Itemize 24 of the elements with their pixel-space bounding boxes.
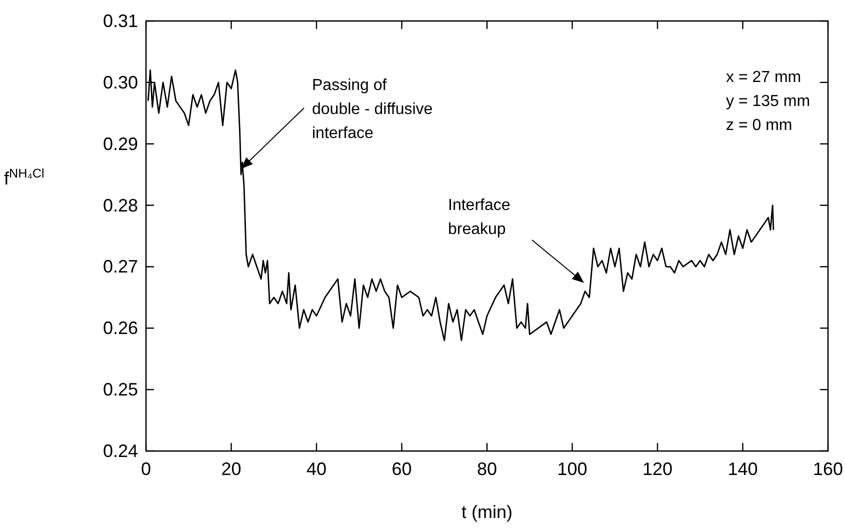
- annotation: x = 27 mm: [726, 69, 802, 86]
- x-tick-label: 80: [476, 459, 498, 479]
- y-tick-label: 0.25: [102, 380, 138, 400]
- annotation: Interface breakup: [448, 197, 510, 238]
- annotation: y = 135 mm: [726, 93, 810, 110]
- y-tick-label: 0.29: [102, 134, 138, 154]
- y-axis-title: f$^{NH₄Cl}$: [4, 166, 44, 188]
- y-tick-label: 0.24: [102, 441, 138, 461]
- y-tick-label: 0.31: [102, 11, 138, 31]
- x-tick-label: 0: [140, 459, 152, 479]
- x-tick-label: 40: [306, 459, 327, 479]
- annotation: Passing of double - diffusive interface: [312, 77, 433, 142]
- x-tick-label: 20: [221, 459, 242, 479]
- x-axis-title: t (min): [462, 502, 512, 522]
- x-tick-label: 60: [392, 459, 412, 479]
- x-tick-label: 120: [642, 459, 673, 479]
- annotation: z = 0 mm: [726, 117, 792, 134]
- y-tick-label: 0.30: [102, 72, 138, 92]
- x-tick-label: 100: [557, 459, 588, 479]
- x-tick-label: 140: [728, 459, 758, 479]
- x-tick-label: 160: [812, 459, 844, 479]
- y-tick-label: 0.27: [102, 256, 138, 277]
- y-tick-label: 0.28: [102, 195, 138, 216]
- y-tick-label: 0.26: [102, 318, 138, 338]
